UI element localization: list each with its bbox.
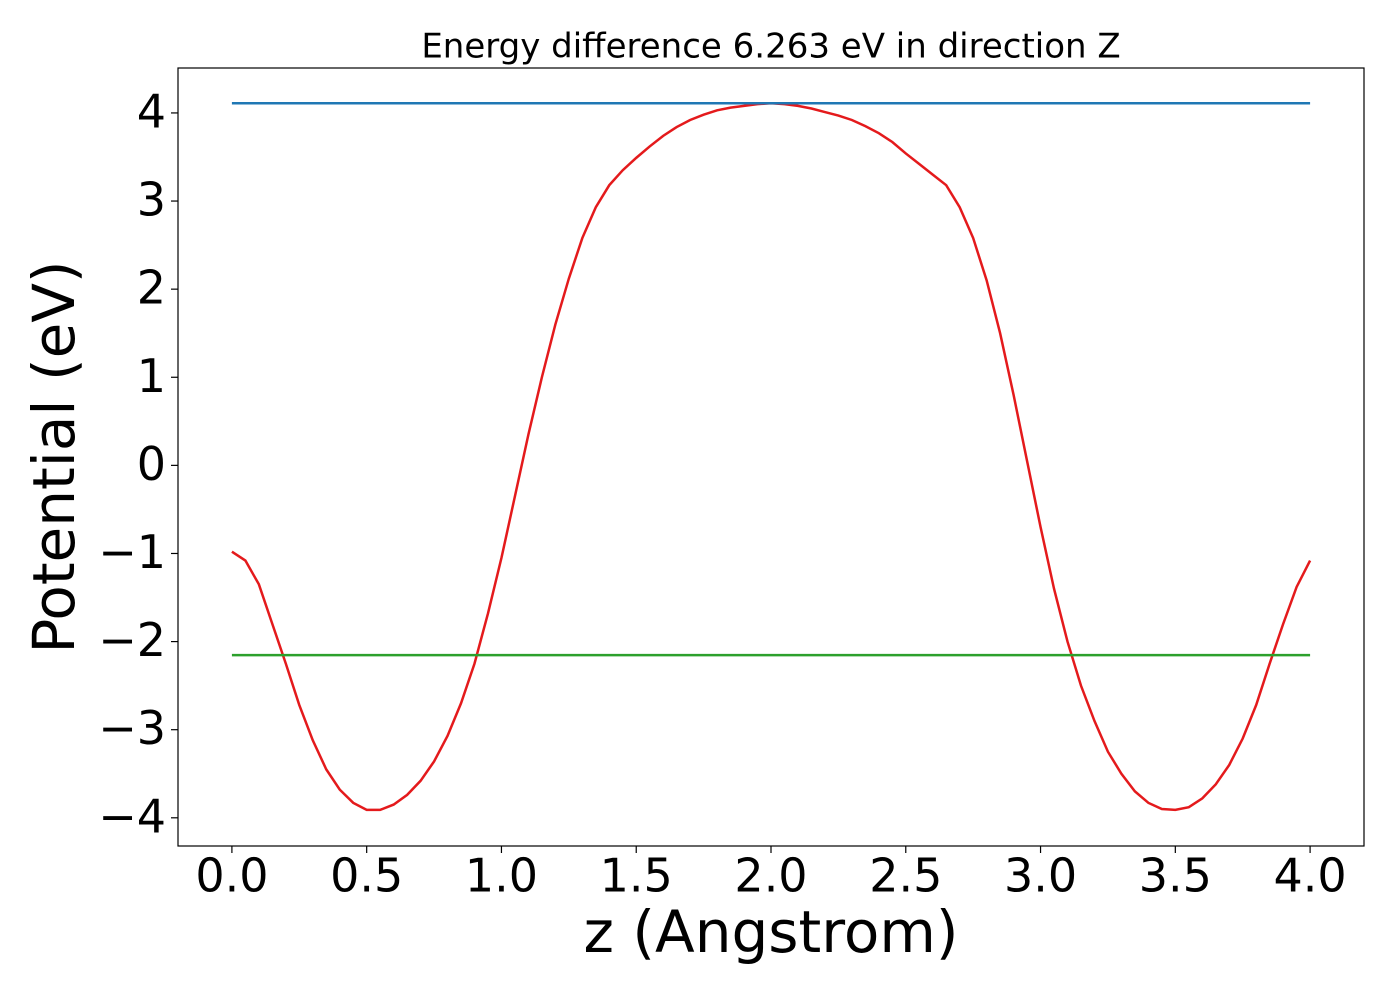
y-tick-label: −1	[98, 525, 166, 579]
x-tick-label: 2.0	[734, 849, 807, 903]
chart-title: Energy difference 6.263 eV in direction …	[421, 27, 1120, 67]
x-tick-label: 3.0	[1004, 849, 1077, 903]
series-line	[231, 101, 1312, 812]
y-tick-label: −2	[98, 613, 166, 667]
y-tick-label: 2	[137, 261, 166, 315]
y-tick-label: 3	[137, 173, 166, 227]
x-tick-label: 4.0	[1274, 849, 1347, 903]
y-tick-label: −4	[98, 789, 166, 843]
x-tick-label: 2.5	[869, 849, 942, 903]
x-tick-label: 1.0	[465, 849, 538, 903]
x-tick-label: 3.5	[1139, 849, 1212, 903]
y-tick-label: −3	[98, 701, 166, 755]
plot-frame	[177, 67, 1365, 847]
y-tick-label: 1	[137, 349, 166, 403]
y-tick-label: 4	[137, 84, 166, 138]
x-axis-label: z (Angstrom)	[584, 898, 959, 966]
x-tick-label: 0.0	[195, 849, 268, 903]
x-tick-label: 1.5	[600, 849, 673, 903]
y-tick-label: 0	[137, 437, 166, 491]
x-tick-label: 0.5	[330, 849, 403, 903]
y-axis-label: Potential (eV)	[20, 260, 88, 653]
